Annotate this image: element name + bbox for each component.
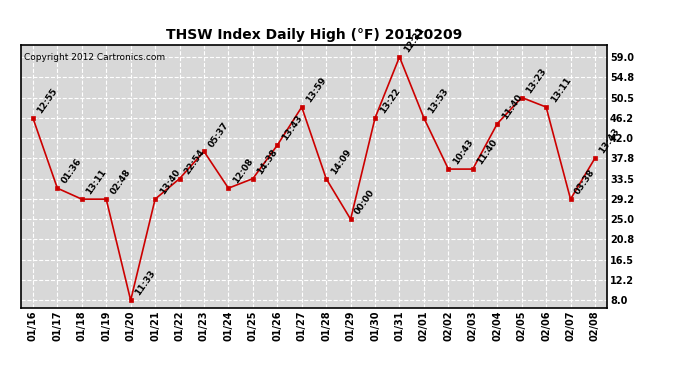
Text: 13:43: 13:43 xyxy=(280,114,304,142)
Text: 03:38: 03:38 xyxy=(573,168,597,196)
Text: 12:55: 12:55 xyxy=(36,87,59,115)
Text: 12:08: 12:08 xyxy=(231,157,255,185)
Text: 13:40: 13:40 xyxy=(158,168,181,196)
Text: 13:43: 13:43 xyxy=(598,127,622,155)
Text: 13:22: 13:22 xyxy=(378,87,402,115)
Text: 13:11: 13:11 xyxy=(549,76,573,104)
Text: 14:38: 14:38 xyxy=(255,147,279,176)
Text: 22:54: 22:54 xyxy=(182,147,206,176)
Text: 14:09: 14:09 xyxy=(329,147,353,176)
Title: THSW Index Daily High (°F) 20120209: THSW Index Daily High (°F) 20120209 xyxy=(166,28,462,42)
Text: 05:37: 05:37 xyxy=(207,120,230,148)
Text: 01:36: 01:36 xyxy=(60,157,84,185)
Text: 12:31: 12:31 xyxy=(402,26,426,54)
Text: 00:00: 00:00 xyxy=(353,188,377,216)
Text: 10:43: 10:43 xyxy=(451,138,475,166)
Text: 11:40: 11:40 xyxy=(475,138,500,166)
Text: 13:11: 13:11 xyxy=(85,168,108,196)
Text: 13:59: 13:59 xyxy=(304,75,328,104)
Text: 11:33: 11:33 xyxy=(133,269,157,298)
Text: 13:23: 13:23 xyxy=(524,66,549,95)
Text: 02:48: 02:48 xyxy=(109,168,132,196)
Text: Copyright 2012 Cartronics.com: Copyright 2012 Cartronics.com xyxy=(23,53,165,62)
Text: 13:53: 13:53 xyxy=(426,87,451,115)
Text: 11:40: 11:40 xyxy=(500,92,524,121)
